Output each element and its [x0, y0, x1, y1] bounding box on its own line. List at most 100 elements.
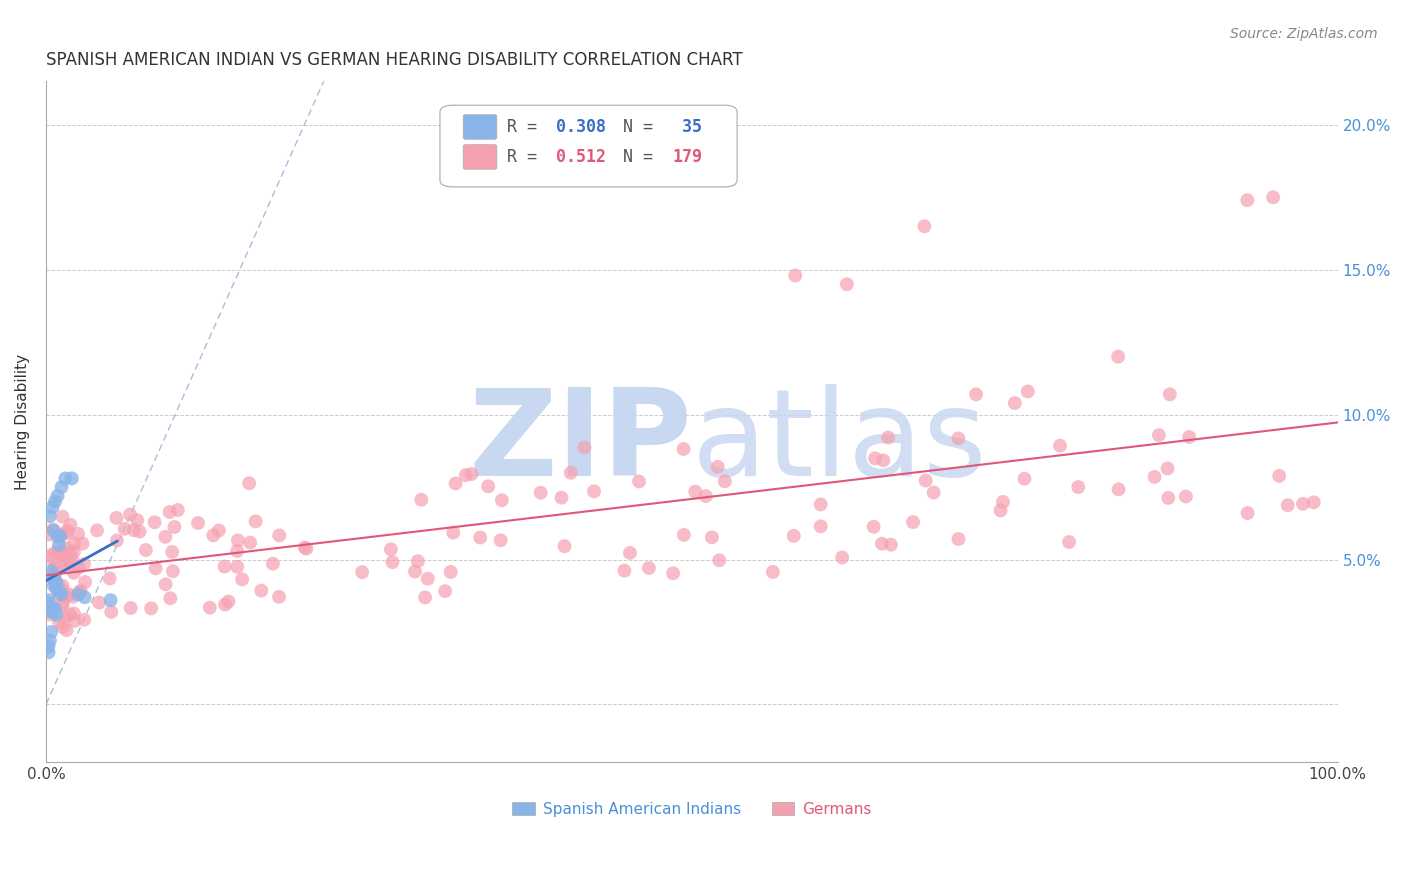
Point [406, 554, 429, 568]
Point [619, 546, 641, 560]
Point [208, 524, 231, 538]
Point [49, 529, 72, 543]
Point [352, 565, 374, 579]
Point [41, 570, 63, 584]
Point [214, 559, 236, 574]
Point [460, 467, 482, 481]
Point [1292, 497, 1315, 511]
Point [965, 387, 987, 401]
Point [1014, 472, 1036, 486]
Point [1147, 428, 1170, 442]
Point [187, 516, 209, 530]
Point [63, 544, 86, 558]
Text: 179: 179 [672, 148, 703, 166]
Point [880, 538, 903, 552]
Point [1236, 193, 1258, 207]
Point [159, 505, 181, 519]
Point [37, 596, 59, 610]
Point [1302, 495, 1324, 509]
Point [1157, 491, 1180, 505]
Point [48, 584, 70, 599]
Point [59, 556, 82, 570]
Point [159, 591, 181, 606]
Point [991, 495, 1014, 509]
Point [128, 524, 150, 539]
Point [38, 640, 60, 654]
Point [45, 582, 67, 596]
Point [52, 597, 75, 611]
Point [877, 431, 900, 445]
Point [1049, 439, 1071, 453]
Text: 0.308: 0.308 [557, 118, 606, 136]
Point [127, 513, 149, 527]
Point [100, 605, 122, 619]
Point [530, 485, 553, 500]
Point [60, 471, 83, 485]
Point [202, 528, 225, 542]
Point [100, 593, 122, 607]
Point [42, 552, 65, 566]
Text: R =: R = [508, 148, 547, 166]
Point [51, 587, 73, 601]
Point [550, 491, 572, 505]
Point [1108, 483, 1130, 497]
Point [53, 548, 76, 562]
Point [44, 494, 66, 508]
Point [380, 542, 402, 557]
Point [574, 441, 596, 455]
Point [56, 525, 79, 540]
Point [831, 550, 853, 565]
Point [114, 522, 136, 536]
Point [39, 549, 62, 563]
Point [785, 268, 807, 283]
Point [55, 556, 77, 570]
Point [863, 451, 886, 466]
Point [66, 527, 89, 541]
Point [41, 605, 63, 619]
Point [582, 484, 605, 499]
Point [48, 588, 70, 602]
Point [416, 572, 439, 586]
Point [55, 610, 77, 624]
Point [672, 442, 695, 456]
Point [870, 537, 893, 551]
Point [245, 514, 267, 528]
Point [51, 597, 73, 611]
Point [239, 535, 262, 549]
Point [155, 530, 177, 544]
Point [810, 497, 832, 511]
Point [58, 561, 80, 575]
Point [628, 475, 651, 489]
Text: Source: ZipAtlas.com: Source: ZipAtlas.com [1230, 27, 1378, 41]
Point [63, 607, 86, 621]
FancyBboxPatch shape [440, 105, 737, 187]
Point [250, 583, 273, 598]
Point [810, 519, 832, 533]
Text: 35: 35 [672, 118, 703, 136]
Point [226, 533, 249, 548]
Point [662, 566, 685, 581]
Point [560, 466, 582, 480]
Point [444, 476, 467, 491]
Point [1277, 498, 1299, 512]
Point [55, 623, 77, 637]
Point [1004, 396, 1026, 410]
Point [72, 536, 94, 550]
Point [143, 516, 166, 530]
Point [39, 602, 62, 616]
Point [39, 625, 62, 640]
Point [1156, 461, 1178, 475]
Text: R =: R = [508, 118, 547, 136]
Point [1017, 384, 1039, 399]
Point [38, 509, 60, 524]
Legend: Spanish American Indians, Germans: Spanish American Indians, Germans [506, 796, 877, 823]
Point [948, 532, 970, 546]
Point [51, 548, 73, 562]
Point [262, 557, 284, 571]
Text: atlas: atlas [692, 384, 987, 500]
Point [44, 560, 66, 574]
Point [120, 508, 142, 522]
Text: N =: N = [623, 118, 664, 136]
Point [872, 453, 894, 467]
Point [42, 579, 65, 593]
